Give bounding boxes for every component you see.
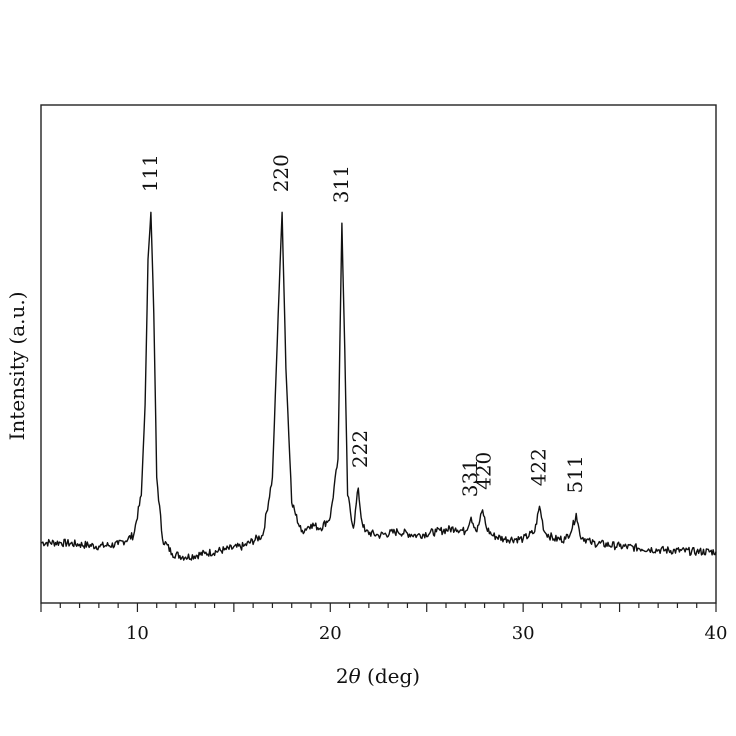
peak-label-420: 420 <box>472 452 496 490</box>
peak-label-220: 220 <box>269 154 293 192</box>
x-axis-label-symbol: θ <box>349 664 361 688</box>
peak-label-511: 511 <box>563 455 587 493</box>
x-axis-ticks <box>40 603 717 612</box>
x-tick-label: 20 <box>319 623 342 644</box>
peak-label-222: 222 <box>348 430 372 468</box>
x-tick-label: 10 <box>126 623 149 644</box>
x-axis-tick-labels: 10 20 30 40 <box>126 623 727 644</box>
peak-label-422: 422 <box>527 448 551 486</box>
peak-label-311: 311 <box>329 165 353 203</box>
x-axis-label: 2θ (deg) <box>336 664 420 688</box>
x-axis-label-suffix: (deg) <box>361 664 420 688</box>
x-tick-label: 30 <box>512 623 535 644</box>
peak-label-331: 331 <box>458 459 482 497</box>
plot-frame <box>40 104 717 604</box>
x-axis-label-prefix: 2 <box>336 664 349 688</box>
y-axis-label: Intensity (a.u.) <box>5 291 29 440</box>
diffraction-series-line <box>40 211 717 561</box>
x-tick-label: 40 <box>705 623 728 644</box>
peak-label-111: 111 <box>138 154 162 192</box>
